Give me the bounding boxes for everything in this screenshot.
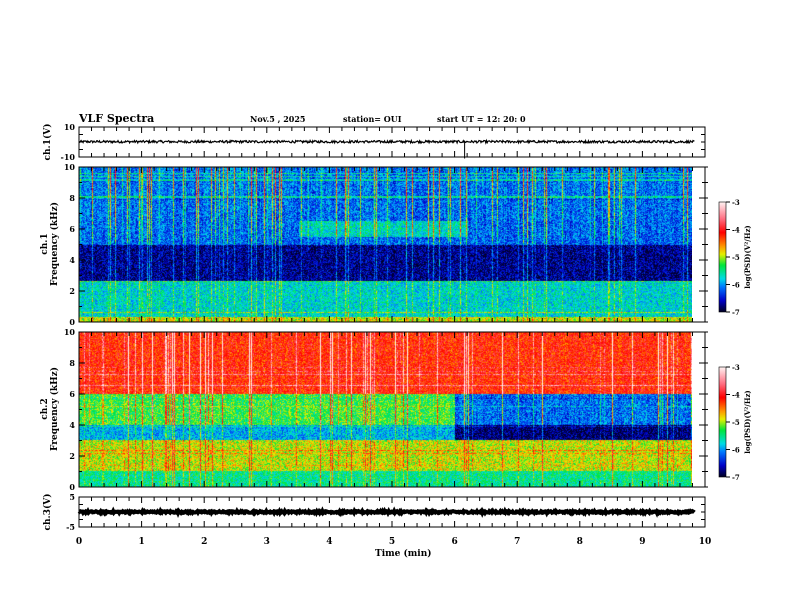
y-tick-label: 8 (69, 358, 75, 368)
y-tick-label: 10 (64, 327, 76, 337)
x-tick-label: 8 (577, 537, 583, 547)
ch3-waveform-trace (77, 506, 696, 518)
y-tick-label: 0 (69, 482, 75, 492)
colorbar-tick-label: -3 (732, 198, 740, 207)
x-tick-label: 1 (138, 537, 144, 547)
x-tick-label: 6 (451, 537, 457, 547)
ch1-spectrogram-image (79, 167, 692, 322)
ch2-colorbar (719, 367, 726, 477)
y-tick-label: -10 (61, 152, 76, 162)
y-tick-label: 6 (69, 389, 75, 399)
ch1-waveform-trace (78, 138, 695, 145)
start-time-label: start UT = 12: 20: 0 (437, 114, 526, 124)
y-tick-label: 10 (64, 162, 76, 172)
station-label: station= OUI (343, 114, 402, 124)
y-tick-label: 4 (69, 255, 75, 265)
y-tick-label: 4 (69, 420, 75, 430)
x-axis-label: Time (min) (375, 549, 432, 559)
x-tick-label: 9 (639, 537, 645, 547)
x-tick-label: 7 (514, 537, 520, 547)
colorbar-tick-label: -5 (732, 418, 740, 427)
colorbar-tick-label: -4 (732, 226, 740, 235)
y-tick-label: 6 (69, 224, 75, 234)
ch2-spectrogram-image (79, 332, 692, 487)
ch1-spectrogram-frame (78, 166, 706, 323)
chart-title: VLF Spectra (79, 112, 155, 125)
x-tick-label: 3 (264, 537, 270, 547)
y-tick-label: 2 (69, 286, 75, 296)
y-tick-label: -5 (66, 522, 75, 532)
y-tick-label: 8 (69, 193, 75, 203)
ch1-colorbar (719, 202, 726, 312)
colorbar-frame (718, 201, 727, 313)
colorbar-tick-label: -6 (732, 446, 740, 455)
colorbar-tick-label: -6 (732, 281, 740, 290)
y-tick-label: 5 (69, 492, 75, 502)
ch2-spectrogram-frame (78, 331, 706, 488)
y-tick-label: 2 (69, 451, 75, 461)
x-tick-label: 5 (389, 537, 395, 547)
colorbar-tick-label: -5 (732, 253, 740, 262)
colorbar-tick-label: -7 (732, 308, 740, 317)
colorbar-frame (718, 366, 727, 478)
y-tick-label: 0 (69, 317, 75, 327)
x-tick-label: 2 (201, 537, 207, 547)
x-tick-label: 0 (76, 537, 82, 547)
colorbar-tick-label: -7 (732, 473, 740, 482)
colorbar-tick-label: -4 (732, 391, 740, 400)
colorbar-tick-label: -3 (732, 363, 740, 372)
x-tick-label: 4 (326, 537, 332, 547)
y-tick-label: 10 (64, 122, 76, 132)
date-label: Nov.5 , 2025 (250, 114, 306, 124)
x-tick-label: 10 (699, 537, 712, 547)
